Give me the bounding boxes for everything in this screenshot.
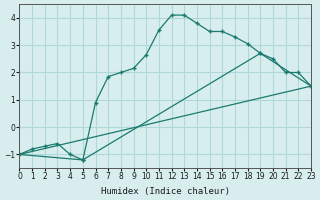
X-axis label: Humidex (Indice chaleur): Humidex (Indice chaleur) bbox=[101, 187, 230, 196]
